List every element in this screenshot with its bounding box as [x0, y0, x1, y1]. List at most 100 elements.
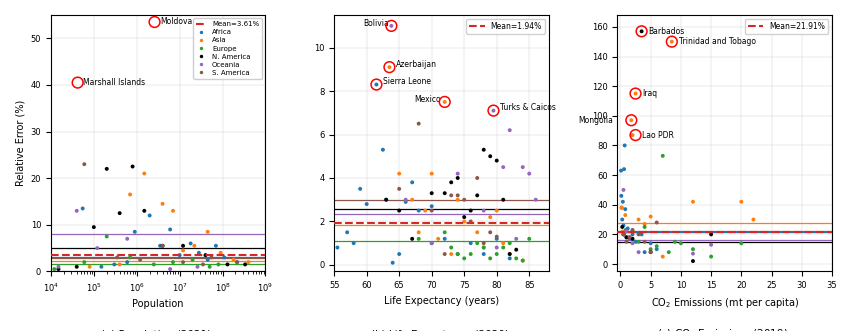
Point — [205, 255, 219, 260]
Point — [638, 250, 651, 255]
Point — [399, 197, 412, 202]
Text: Barbados: Barbados — [649, 27, 684, 36]
Point — [617, 232, 630, 237]
Point — [83, 264, 97, 269]
Point — [626, 227, 639, 233]
Point — [620, 229, 634, 234]
Point — [379, 197, 393, 202]
Point — [650, 220, 663, 225]
Point — [644, 250, 657, 255]
Point — [360, 201, 374, 207]
Point — [392, 208, 406, 213]
Point — [340, 230, 354, 235]
Point — [490, 245, 503, 250]
Point — [166, 260, 180, 265]
Point — [650, 244, 663, 249]
Point — [509, 256, 523, 261]
Point — [496, 241, 510, 246]
Point — [201, 257, 214, 262]
Point — [628, 239, 642, 244]
Point — [490, 236, 503, 242]
Point — [100, 234, 113, 239]
Point — [503, 127, 517, 133]
Point — [100, 166, 113, 171]
Point — [95, 264, 108, 269]
Point — [623, 235, 636, 240]
Title: (a) Population (2021).: (a) Population (2021). — [102, 330, 215, 331]
Point — [213, 250, 227, 256]
Point — [52, 266, 65, 272]
Point — [113, 211, 126, 216]
Point — [445, 251, 458, 257]
Point — [686, 259, 700, 264]
Point — [632, 232, 645, 237]
Point — [451, 197, 464, 202]
Point — [412, 121, 425, 126]
Point — [120, 236, 134, 241]
Point — [78, 162, 91, 167]
Point — [451, 251, 464, 257]
Point — [496, 245, 510, 250]
Point — [621, 226, 634, 231]
Point — [632, 217, 645, 222]
Point — [406, 197, 419, 202]
Point — [412, 236, 425, 242]
Point — [634, 29, 648, 34]
X-axis label: CO$_2$ Emissions (mt per capita): CO$_2$ Emissions (mt per capita) — [650, 296, 799, 310]
Point — [451, 171, 464, 176]
Point — [705, 254, 718, 259]
X-axis label: Population: Population — [132, 299, 184, 309]
Point — [626, 132, 639, 138]
Point — [185, 257, 199, 262]
Point — [477, 208, 490, 213]
Point — [628, 91, 642, 96]
Text: Trinidad and Tobago: Trinidad and Tobago — [678, 37, 756, 46]
Point — [484, 214, 497, 220]
Point — [128, 229, 141, 234]
Point — [71, 80, 85, 85]
Point — [108, 262, 121, 267]
Point — [623, 235, 636, 240]
Point — [406, 236, 419, 242]
Point — [523, 171, 536, 176]
Point — [614, 168, 628, 173]
Point — [626, 229, 639, 234]
Point — [620, 235, 634, 240]
Point — [734, 199, 748, 205]
Point — [199, 253, 213, 258]
Point — [78, 260, 91, 265]
Point — [623, 236, 636, 241]
Point — [628, 132, 642, 138]
Point — [503, 241, 517, 246]
Point — [412, 208, 425, 213]
Point — [137, 171, 151, 176]
Point — [457, 197, 471, 202]
Point — [665, 39, 678, 44]
Text: Marshall Islands: Marshall Islands — [83, 78, 146, 87]
Point — [523, 236, 536, 242]
Text: Bolivia: Bolivia — [363, 19, 390, 27]
Point — [386, 260, 400, 265]
Point — [615, 205, 628, 210]
Point — [487, 108, 501, 113]
Point — [238, 262, 252, 267]
Point — [399, 199, 412, 205]
Point — [143, 213, 157, 218]
Point — [137, 208, 151, 213]
Point — [173, 253, 186, 258]
Point — [156, 201, 169, 207]
Point — [457, 214, 471, 220]
Title: (c) CO$_2$ Emissions (2019).: (c) CO$_2$ Emissions (2019). — [657, 328, 792, 331]
Point — [490, 208, 503, 213]
Point — [529, 197, 543, 202]
Point — [616, 217, 629, 222]
Point — [617, 187, 630, 193]
Point — [438, 99, 451, 105]
Point — [153, 243, 167, 249]
Point — [110, 255, 124, 260]
Point — [490, 234, 503, 239]
Point — [218, 255, 231, 260]
Point — [686, 247, 700, 252]
Point — [516, 165, 529, 170]
Point — [616, 224, 629, 230]
